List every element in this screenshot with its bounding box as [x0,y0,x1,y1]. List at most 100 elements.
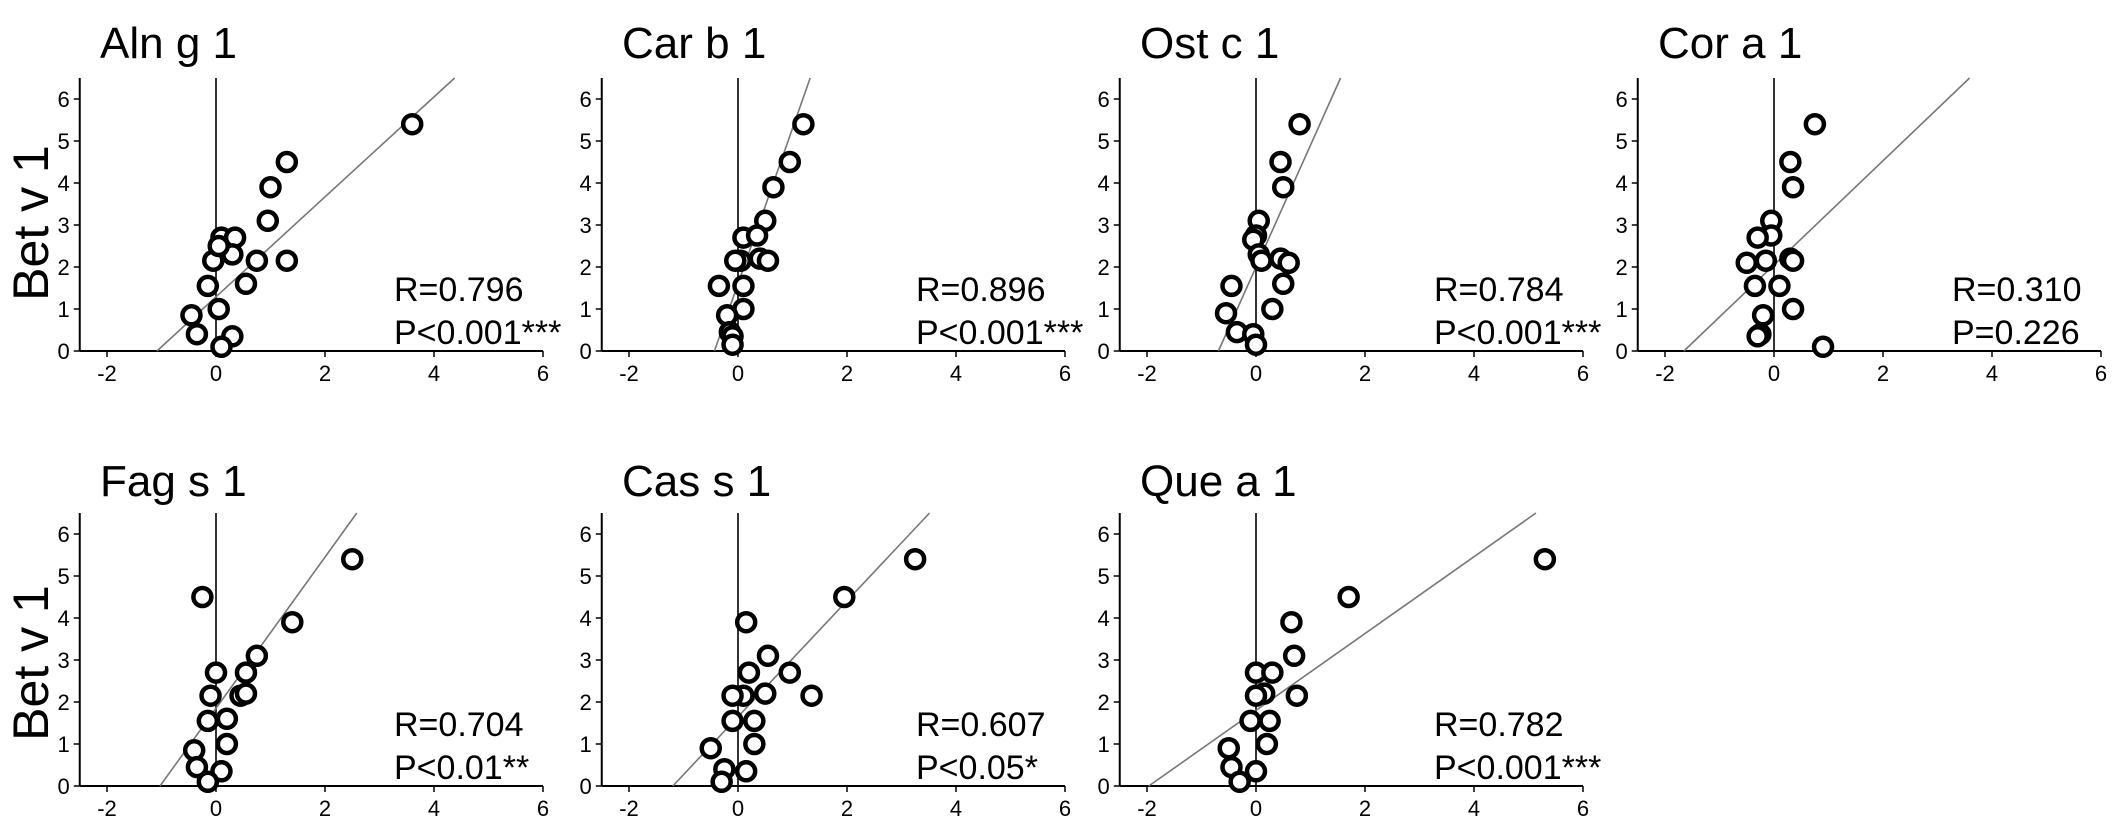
y-tick-label: 0 [1098,339,1110,364]
y-tick-label: 4 [1098,171,1110,196]
stat-p: P<0.01** [394,749,529,787]
x-tick-label: 2 [841,796,853,821]
row2-ylabel: Bet v 1 [3,585,59,741]
y-tick-label: 2 [1098,255,1110,280]
data-point [1533,547,1557,571]
data-point [1288,112,1311,136]
stat-r: R=0.782 [1434,706,1564,744]
y-tick-label: 1 [580,732,592,757]
data-point [1811,335,1835,359]
data-point [903,547,927,571]
y-tick-label: 3 [58,648,70,673]
data-point [196,709,220,733]
data-point [734,760,758,783]
x-tick-label: 6 [537,361,549,386]
data-point [1735,251,1758,275]
y-tick-label: 1 [58,297,70,322]
data-point [234,682,258,705]
y-tick-label: 5 [58,564,70,589]
data-point [1217,736,1240,760]
data-point [721,709,744,733]
data-point [754,682,777,705]
x-tick-label: -2 [619,361,639,386]
data-point [245,644,269,668]
regression-line [1683,77,1971,352]
y-tick-label: 5 [1098,129,1110,154]
x-tick-label: 2 [841,361,853,386]
x-tick-label: 6 [2095,361,2107,386]
data-point [724,249,747,272]
data-point [215,732,239,756]
stat-r: R=0.310 [1952,271,2082,309]
y-tick-label: 3 [1098,648,1110,673]
y-tick-label: 6 [1098,87,1110,112]
data-point [1751,304,1775,327]
data-point [281,610,304,634]
y-tick-label: 2 [1616,255,1628,280]
data-point [1261,661,1284,684]
y-tick-label: 1 [58,732,70,757]
stat-p: P=0.226 [1952,314,2080,352]
data-point [1746,325,1769,348]
y-tick-label: 4 [58,171,70,196]
panel-title: Ost c 1 [1140,19,1279,68]
data-point [1781,297,1805,321]
y-tick-label: 6 [58,522,70,547]
y-tick-label: 6 [58,87,70,112]
panel-5: -2 0 2 4 6 0 1 2 3 4 5 6 Fag s 1 R=0.704 P<0.01** [58,457,550,821]
data-point [1244,684,1268,707]
x-tick-label: -2 [1137,796,1157,821]
data-point [737,661,761,684]
x-tick-label: 0 [1768,361,1780,386]
data-point [204,661,228,684]
data-point [1337,585,1360,609]
data-point [1746,226,1769,249]
data-point [256,209,280,233]
y-tick-label: 1 [580,297,592,322]
data-point [1277,251,1300,275]
x-tick-label: 6 [1577,796,1589,821]
x-tick-label: 4 [1986,361,1998,386]
x-tick-label: 0 [732,796,744,821]
data-point [762,175,785,199]
x-tick-label: 0 [210,796,222,821]
data-point [207,234,230,258]
y-tick-label: 2 [58,690,70,715]
data-point [732,274,755,298]
data-point [1244,760,1268,783]
x-tick-label: 0 [1250,361,1262,386]
panel-6: -2 0 2 4 6 0 1 2 3 4 5 6 Cas s 1 R=0.607 P<0.05* [580,457,1072,821]
y-tick-label: 5 [580,129,592,154]
y-tick-label: 4 [1098,606,1110,631]
x-tick-label: 2 [1359,796,1371,821]
row1-ylabel: Bet v 1 [3,145,59,301]
data-point [234,661,258,684]
data-point [792,112,815,136]
data-point [707,274,731,298]
data-point [1220,274,1243,298]
x-tick-label: 4 [428,361,440,386]
data-point [215,707,239,731]
data-point [1272,175,1295,199]
data-point [778,150,802,174]
y-tick-label: 4 [580,171,592,196]
x-tick-label: 4 [1468,796,1480,821]
x-tick-label: 2 [1877,361,1889,386]
data-point [1239,709,1262,733]
data-point [191,585,214,609]
data-point [800,684,823,707]
data-point [1272,272,1295,296]
regression-line [1217,77,1342,352]
data-point [1255,732,1279,756]
x-tick-label: -2 [97,361,117,386]
data-point [778,661,802,684]
y-tick-label: 0 [1616,339,1628,364]
regression-line [1148,512,1537,787]
x-tick-label: 6 [1577,361,1589,386]
y-tick-label: 3 [58,213,70,238]
stat-r: R=0.704 [394,706,524,744]
x-tick-label: 0 [210,361,222,386]
data-point [185,322,209,346]
data-point [1258,709,1281,733]
data-point [756,249,780,272]
